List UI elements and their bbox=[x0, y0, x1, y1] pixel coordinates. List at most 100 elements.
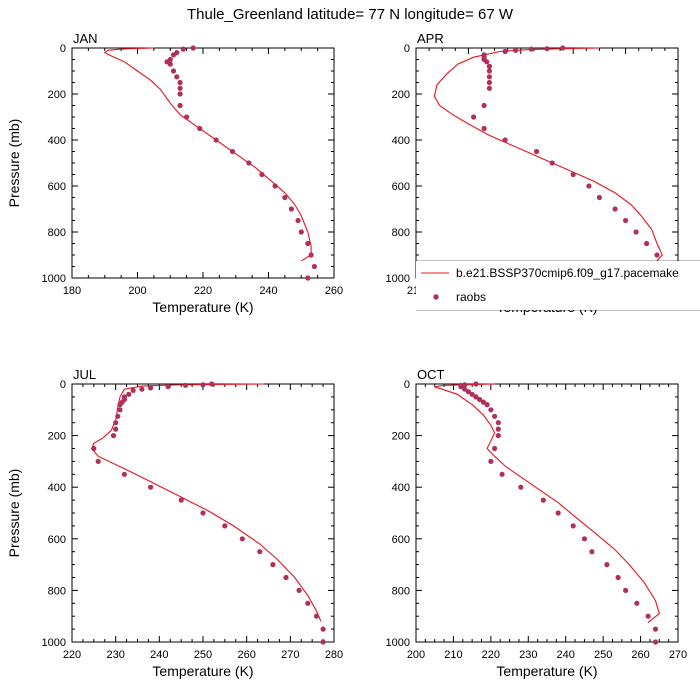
obs-point bbox=[586, 183, 592, 189]
obs-point bbox=[170, 68, 177, 74]
y-tick-label: 1000 bbox=[42, 273, 66, 285]
obs-point bbox=[488, 407, 494, 413]
obs-point bbox=[502, 137, 508, 143]
panels: 180 200 220 240 260 0 200 400 600 800 1000 JAN Tempe… bbox=[6, 31, 687, 679]
obs-point bbox=[492, 445, 498, 452]
obs-point bbox=[305, 600, 311, 606]
y-tick-label: 800 bbox=[392, 227, 410, 239]
x-tick-label: 230 bbox=[519, 649, 537, 661]
obs-point bbox=[549, 160, 555, 166]
y-tick-label: 200 bbox=[48, 89, 66, 101]
obs-point bbox=[282, 194, 288, 201]
obs-point bbox=[528, 46, 534, 52]
obs-point bbox=[644, 240, 650, 247]
panel-title-oct: OCT bbox=[417, 367, 445, 382]
panel-title-jan: JAN bbox=[73, 31, 98, 46]
obs-point bbox=[209, 381, 215, 387]
obs-point bbox=[272, 183, 278, 189]
obs-point bbox=[148, 484, 154, 490]
y-tick-label: 1000 bbox=[386, 273, 410, 285]
y-axis-label-jan: Pressure (mb) bbox=[6, 119, 22, 208]
obs-point bbox=[180, 46, 186, 52]
model-line-apr bbox=[433, 47, 663, 262]
obs-point bbox=[320, 626, 326, 632]
y-tick-label: 400 bbox=[48, 482, 66, 494]
obs-point bbox=[484, 402, 490, 408]
obs-point bbox=[177, 85, 183, 91]
obs-point bbox=[305, 240, 311, 247]
obs-point bbox=[288, 206, 294, 212]
obs-point bbox=[121, 471, 127, 477]
x-tick-label: 200 bbox=[128, 285, 146, 297]
obs-point bbox=[540, 497, 546, 503]
x-tick-label: 210 bbox=[444, 649, 462, 661]
obs-point bbox=[167, 61, 173, 67]
obs-point bbox=[257, 549, 263, 555]
obs-point bbox=[473, 381, 479, 387]
x-tick-label: 230 bbox=[106, 649, 124, 661]
obs-point bbox=[612, 206, 618, 212]
obs-point bbox=[311, 263, 317, 270]
obs-point bbox=[560, 45, 566, 51]
obs-point bbox=[652, 626, 659, 632]
obs-point bbox=[499, 471, 505, 477]
x-tick-label: 250 bbox=[594, 649, 612, 661]
obs-point bbox=[95, 458, 101, 464]
obs-point bbox=[513, 47, 519, 53]
obs-point bbox=[126, 391, 132, 397]
x-tick-label: 280 bbox=[325, 649, 343, 661]
obs-point bbox=[139, 386, 145, 392]
x-axis-label-oct: Temperature (K) bbox=[496, 663, 597, 679]
obs-point bbox=[298, 229, 304, 235]
legend-obs-marker bbox=[433, 294, 439, 300]
obs-point bbox=[645, 613, 651, 619]
obs-point bbox=[91, 445, 97, 452]
y-tick-label: 600 bbox=[48, 534, 66, 546]
plot-frame-jan bbox=[71, 47, 335, 279]
y-tick-label: 800 bbox=[48, 585, 66, 597]
model-line-jan bbox=[103, 47, 312, 262]
panel-jul: 220 230 240 250 260 270 280 0 200 400 600 800 1000 JU… bbox=[6, 367, 343, 679]
obs-point bbox=[477, 396, 483, 403]
obs-point bbox=[295, 217, 301, 224]
obs-point bbox=[495, 426, 501, 432]
obs-point bbox=[652, 639, 659, 645]
obs-point bbox=[178, 497, 184, 503]
obs-point bbox=[177, 91, 183, 97]
obs-point bbox=[110, 433, 117, 439]
y-tick-label: 600 bbox=[392, 534, 410, 546]
x-tick-label: 240 bbox=[557, 649, 575, 661]
obs-point bbox=[229, 148, 236, 155]
figure-title: Thule_Greenland latitude= 77 N longitude… bbox=[187, 6, 514, 23]
obs-point bbox=[200, 382, 206, 388]
obs-point bbox=[495, 420, 501, 426]
obs-point bbox=[308, 252, 314, 258]
panel-oct: 200 210 220 230 240 250 260 270 0 200 400 600 800 100… bbox=[386, 367, 688, 679]
obs-point bbox=[488, 458, 494, 464]
y-tick-label: 0 bbox=[404, 379, 410, 391]
y-tick-label: 0 bbox=[404, 43, 410, 55]
x-axis-label-jul: Temperature (K) bbox=[152, 663, 253, 679]
obs-point bbox=[222, 523, 228, 529]
x-tick-label: 220 bbox=[194, 285, 212, 297]
model-line-jul bbox=[91, 383, 322, 622]
obs-point bbox=[117, 407, 123, 413]
x-tick-label: 200 bbox=[407, 649, 425, 661]
x-tick-label: 260 bbox=[631, 649, 649, 661]
obs-point bbox=[589, 549, 595, 555]
x-tick-label: 220 bbox=[63, 649, 81, 661]
obs-point bbox=[570, 171, 576, 178]
panel-title-apr: APR bbox=[417, 31, 444, 46]
y-tick-label: 0 bbox=[60, 379, 66, 391]
obs-point bbox=[113, 426, 119, 432]
obs-point bbox=[130, 387, 136, 393]
obs-point bbox=[481, 102, 487, 109]
obs-point bbox=[239, 536, 245, 542]
obs-point bbox=[486, 63, 492, 69]
obs-point bbox=[182, 382, 189, 388]
panel-title-jul: JUL bbox=[73, 367, 96, 382]
obs-point bbox=[544, 46, 550, 52]
obs-point bbox=[633, 229, 639, 235]
obs-point bbox=[486, 68, 492, 74]
